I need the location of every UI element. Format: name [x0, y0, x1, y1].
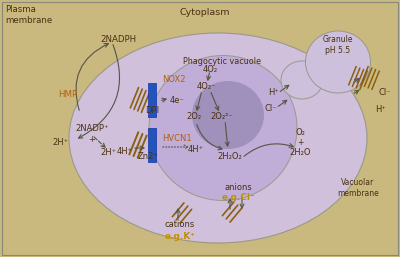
Text: 2O₂: 2O₂ — [186, 112, 202, 121]
Text: Cl⁻: Cl⁻ — [265, 104, 277, 113]
Ellipse shape — [192, 81, 264, 149]
Text: anions: anions — [224, 183, 252, 192]
Text: 2H₂O: 2H₂O — [289, 148, 311, 157]
Text: 4O₂: 4O₂ — [202, 65, 218, 74]
Text: H⁺: H⁺ — [376, 105, 386, 114]
Text: 2H⁺: 2H⁺ — [52, 138, 68, 147]
Text: +: + — [297, 138, 303, 147]
Text: O₂: O₂ — [295, 128, 305, 137]
Text: HVCN1: HVCN1 — [162, 134, 192, 143]
Text: Zn2⁺: Zn2⁺ — [138, 152, 158, 161]
Text: 2H₂O₂: 2H₂O₂ — [218, 152, 242, 161]
Ellipse shape — [281, 61, 323, 99]
Text: H⁺: H⁺ — [268, 88, 280, 97]
Text: Vacuolar
membrane: Vacuolar membrane — [337, 178, 379, 198]
Text: 2O₂²⁻: 2O₂²⁻ — [211, 112, 233, 121]
Text: 4O₂⁻: 4O₂⁻ — [196, 82, 216, 91]
Text: HMP: HMP — [58, 90, 78, 99]
Text: 4H⁺: 4H⁺ — [117, 147, 133, 156]
Text: e.g.K⁺: e.g.K⁺ — [164, 232, 196, 241]
Text: Phagocytic vacuole: Phagocytic vacuole — [183, 57, 261, 66]
Text: 2NADPH: 2NADPH — [100, 35, 136, 44]
Text: Plasma
membrane: Plasma membrane — [5, 5, 52, 25]
Text: Cytoplasm: Cytoplasm — [180, 8, 230, 17]
Text: NOX2: NOX2 — [162, 75, 186, 84]
Text: cations: cations — [165, 220, 195, 229]
Text: 4H⁺: 4H⁺ — [188, 145, 204, 154]
Text: 2H⁺: 2H⁺ — [100, 148, 116, 157]
Text: Cl⁻: Cl⁻ — [379, 88, 391, 97]
Ellipse shape — [149, 56, 297, 200]
Ellipse shape — [69, 33, 367, 243]
Ellipse shape — [306, 31, 370, 93]
Bar — [148, 128, 156, 162]
Text: Granule
pH 5.5: Granule pH 5.5 — [323, 35, 353, 55]
Text: 4e⁻: 4e⁻ — [170, 96, 185, 105]
Text: +: + — [88, 135, 96, 144]
Bar — [148, 83, 156, 117]
Text: 2NADP⁺: 2NADP⁺ — [75, 124, 109, 133]
Text: e.g.Cl⁻: e.g.Cl⁻ — [221, 193, 255, 202]
Text: DPI: DPI — [145, 106, 159, 115]
